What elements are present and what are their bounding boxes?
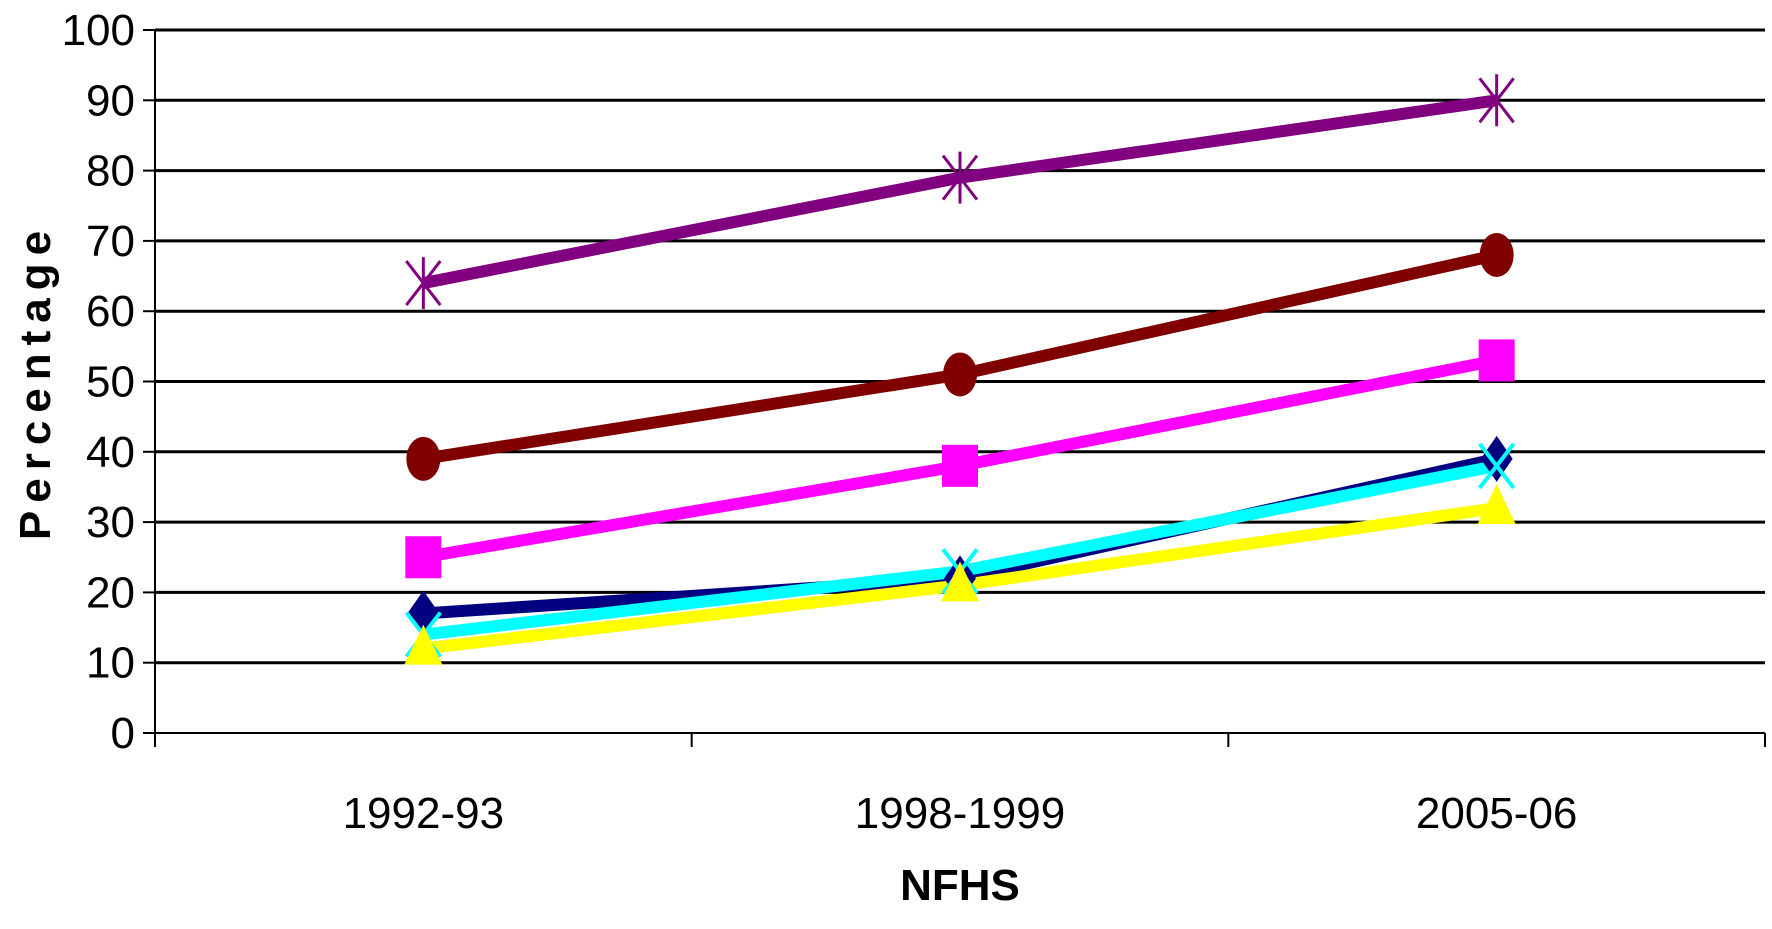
data-point-s6-1	[404, 624, 443, 665]
y-tick-label: 70	[86, 217, 135, 266]
data-point-s2-1	[406, 436, 441, 481]
y-tick-label: 80	[86, 147, 135, 196]
x-tick-label: 1998-1999	[855, 789, 1065, 838]
data-point-s3-2	[942, 444, 978, 487]
y-tick-label: 100	[62, 6, 135, 55]
y-axis-title: Percentage	[11, 223, 60, 540]
data-point-s1-1	[405, 257, 442, 310]
data-point-s2-2	[943, 352, 977, 397]
data-point-s4-3	[1480, 435, 1513, 482]
data-point-s6-2	[941, 561, 979, 602]
data-point-s6-3	[1477, 484, 1516, 525]
series-markers	[404, 74, 1516, 665]
data-point-s2-3	[1479, 232, 1514, 277]
y-tick-label: 60	[86, 287, 135, 336]
y-tick-label: 30	[86, 498, 135, 547]
x-tick-label: 2005-06	[1416, 789, 1577, 838]
y-tick-label: 20	[86, 568, 135, 617]
y-tick-label: 50	[86, 358, 135, 407]
x-tick-label: 1992-93	[343, 789, 504, 838]
y-tick-label: 40	[86, 428, 135, 477]
data-point-s3-3	[1478, 339, 1515, 382]
y-tick-label: 10	[86, 639, 135, 688]
data-point-s1-2	[941, 151, 979, 204]
tick-labels: 0 10 20 30 40 50 60 70 80 90 100 1992-93 1998-1999 20…	[62, 6, 1578, 838]
data-point-s3-1	[405, 536, 442, 579]
y-tick-label: 0	[111, 709, 135, 758]
y-tick-label: 90	[86, 76, 135, 125]
x-axis-title: NFHS	[900, 861, 1020, 910]
data-point-s5-3	[1478, 442, 1516, 490]
axes	[143, 29, 1766, 747]
data-point-s1-3	[1478, 74, 1515, 127]
